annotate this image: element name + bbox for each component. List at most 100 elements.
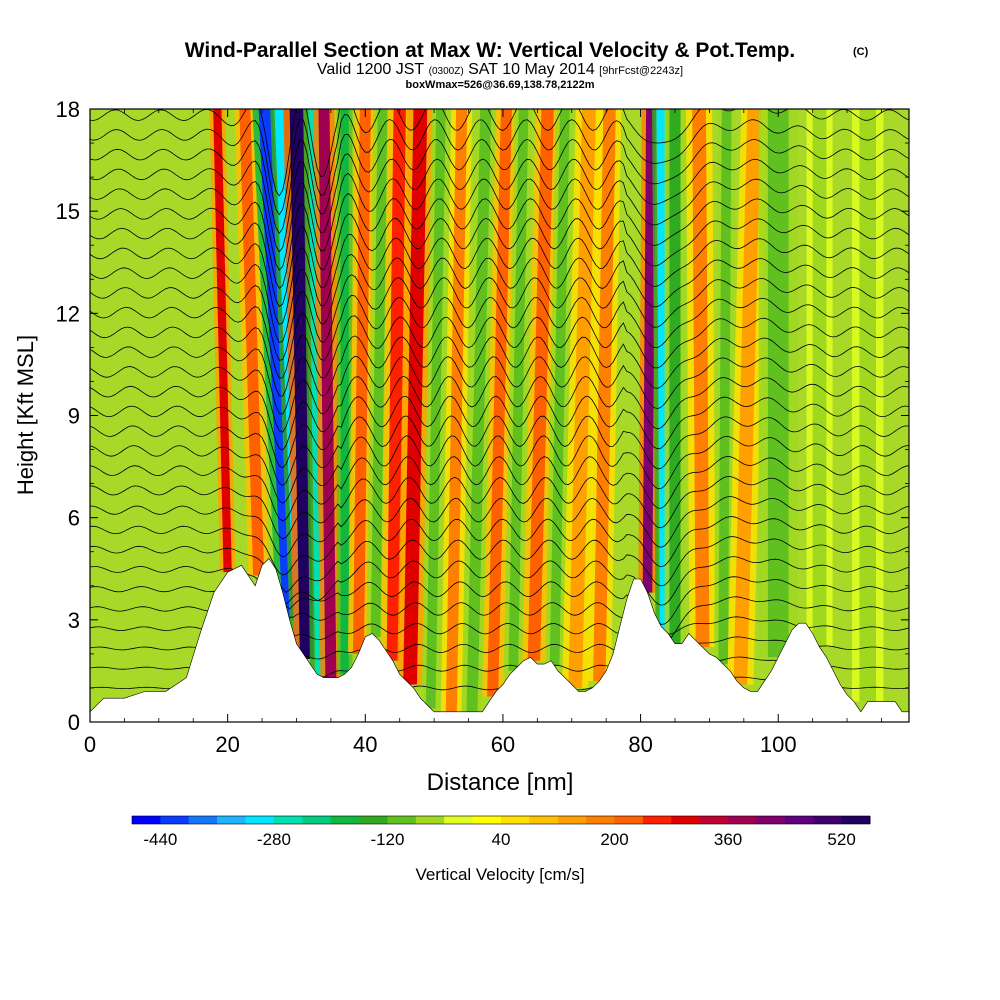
w-band <box>718 109 732 665</box>
colorbar-swatch <box>273 816 303 824</box>
subtitle-date: SAT 10 May 2014 <box>468 61 595 78</box>
theta-contour <box>90 516 909 576</box>
colorbar-swatch <box>614 816 644 824</box>
colorbar: -440 -280 -120 40 200 360 520 <box>131 815 871 849</box>
colorbar-swatch <box>784 816 814 824</box>
colorbar-swatch <box>841 816 871 824</box>
colorbar-swatch <box>529 816 559 824</box>
x-tick-label: 20 <box>215 732 239 757</box>
colorbar-swatch <box>728 816 757 824</box>
theta-contour <box>90 556 909 610</box>
y-axis: 0 3 6 9 12 15 18 <box>56 97 909 735</box>
theta-contour <box>90 375 909 451</box>
w-band <box>642 109 656 593</box>
y-tick-label: 18 <box>56 97 80 122</box>
theta-contour <box>90 636 909 660</box>
w-band <box>445 109 468 712</box>
colorbar-tick-label: -440 <box>143 830 177 849</box>
theta-contour <box>90 536 909 594</box>
theta-contour <box>90 395 909 469</box>
theta-contour <box>90 476 909 540</box>
w-band <box>352 109 371 654</box>
theta-contour <box>90 274 909 361</box>
chart-subtitle: Valid 1200 JST (0300Z) SAT 10 May 2014 [… <box>317 61 683 78</box>
colorbar-swatch <box>245 816 275 824</box>
colorbar-tick-label: 520 <box>827 830 855 849</box>
y-tick-label: 3 <box>68 608 80 633</box>
x-tick-label: 100 <box>760 732 797 757</box>
colorbar-swatch <box>642 816 672 824</box>
colorbar-tick-label: 200 <box>600 830 628 849</box>
theta-contour <box>90 192 909 290</box>
theta-contour <box>90 234 909 326</box>
theta-contour <box>90 656 909 678</box>
y-tick-label: 9 <box>68 404 80 429</box>
colorbar-swatch <box>501 816 530 824</box>
w-band <box>213 109 232 573</box>
theta-contour <box>90 576 909 625</box>
w-band <box>568 109 596 688</box>
w-band <box>370 109 388 637</box>
colorbar-swatch <box>756 816 786 824</box>
theta-contour <box>90 496 909 558</box>
colorbar-swatch <box>188 816 218 824</box>
y-tick-label: 0 <box>68 710 80 735</box>
w-band <box>549 109 570 666</box>
y-tick-label: 15 <box>56 199 80 224</box>
theta-contour <box>90 415 909 487</box>
chart-subtitle-2: boxWmax=526@36.69,138.78,2122m <box>406 79 595 91</box>
y-tick-label: 12 <box>56 301 80 326</box>
colorbar-swatch <box>444 816 474 824</box>
w-band <box>527 109 554 661</box>
colorbar-tick-label: 40 <box>492 830 511 849</box>
theta-contour <box>90 315 909 397</box>
theta-contour <box>90 335 909 415</box>
colorbar-tick-label: -280 <box>257 830 291 849</box>
colorbar-swatch <box>472 816 502 824</box>
colorbar-label: Vertical Velocity [cm/s] <box>415 865 584 884</box>
colorbar-swatch <box>813 816 843 824</box>
colorbar-swatch <box>160 816 190 824</box>
x-tick-label: 0 <box>84 732 96 757</box>
w-band <box>340 109 349 675</box>
theta-contour <box>90 435 909 504</box>
theta-contour <box>90 456 909 522</box>
x-tick-label: 60 <box>491 732 515 757</box>
w-band <box>386 109 406 661</box>
subtitle-valid: Valid 1200 JST <box>317 61 425 78</box>
y-tick-label: 6 <box>68 506 80 531</box>
w-band <box>692 109 710 648</box>
chart-title-suffix: (C) <box>853 46 869 58</box>
theta-contour <box>90 133 909 235</box>
vertical-velocity-field <box>209 109 884 712</box>
colorbar-swatch <box>415 816 445 824</box>
w-band <box>812 109 827 648</box>
colorbar-tick-label: 360 <box>714 830 742 849</box>
theta-contour <box>90 355 909 433</box>
w-band <box>487 109 512 697</box>
theta-contour <box>90 294 909 379</box>
colorbar-swatch <box>132 816 161 824</box>
theta-contour <box>90 109 909 197</box>
theta-contour <box>90 253 909 344</box>
w-band <box>669 109 681 644</box>
colorbar-swatch <box>586 816 616 824</box>
colorbar-swatch <box>217 816 247 824</box>
x-axis-label: Distance [nm] <box>427 769 574 796</box>
w-band <box>289 109 314 659</box>
theta-contour <box>90 213 909 308</box>
theta-contour <box>90 114 909 216</box>
colorbar-swatch <box>302 816 332 824</box>
subtitle-utc: (0300Z) <box>429 66 464 77</box>
w-band <box>593 109 616 682</box>
theta-contour <box>90 172 909 271</box>
colorbar-swatch <box>330 816 360 824</box>
theta-contour <box>90 596 909 638</box>
theta-contour <box>90 153 909 253</box>
plot-area <box>90 109 909 722</box>
colorbar-swatch <box>671 816 701 824</box>
x-axis: 0 20 40 60 80 100 <box>84 109 882 757</box>
colorbar-swatch <box>359 816 388 824</box>
theta-contour <box>90 676 909 691</box>
